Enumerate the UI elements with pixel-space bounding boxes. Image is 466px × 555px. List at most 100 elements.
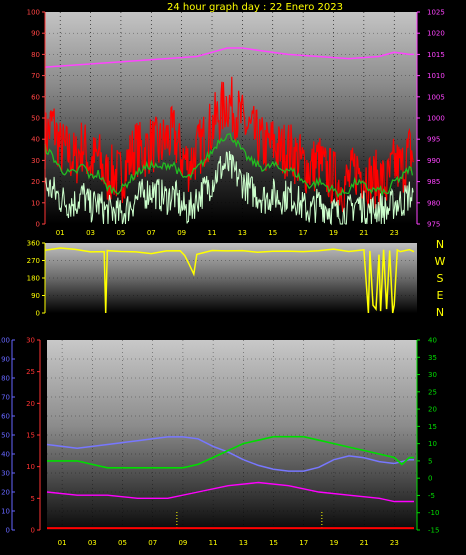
wind-tick-label: 60 (31, 93, 40, 101)
pressure-tick-label: 1000 (427, 115, 445, 123)
compass-label: E (437, 289, 444, 302)
x-tick-label: 17 (299, 229, 308, 237)
wind-tick-label: 50 (31, 115, 40, 123)
rain-tick-label: 20 (26, 400, 35, 408)
x-tick-label: 09 (177, 229, 186, 237)
rain-tick-label: 0 (31, 527, 35, 535)
direction-tick-label: 270 (27, 257, 40, 265)
wind-direction-series (44, 247, 415, 314)
gust-series (44, 76, 414, 213)
temp-tick-label: -15 (428, 527, 439, 535)
wind-tick-label: 70 (31, 72, 40, 80)
pressure-tick-label: 1005 (427, 93, 445, 101)
x-tick-label: 05 (116, 229, 125, 237)
average-wind-series (44, 133, 414, 199)
wind-tick-label: 10 (31, 199, 40, 207)
wind-tick-label: 80 (31, 51, 40, 59)
x-tick-label: 17 (299, 539, 308, 547)
pressure-tick-label: 1015 (427, 51, 445, 59)
humidity-tick-label: 60 (1, 413, 10, 421)
temp-tick-label: 25 (428, 388, 437, 396)
compass-label: W (435, 255, 446, 268)
temp-tick-label: 10 (428, 440, 437, 448)
pressure-series (44, 47, 414, 68)
humidity-tick-label: 50 (1, 432, 10, 440)
humidity-temp-rain-x-axis: 01 03 05 07 09 11 13 15 17 19 21 23 (58, 539, 399, 547)
compass-label: N (436, 306, 444, 319)
x-tick-label: 07 (147, 229, 156, 237)
x-tick-label: 21 (359, 229, 368, 237)
x-tick-label: 23 (390, 229, 399, 237)
compass-label: N (436, 238, 444, 251)
temp-tick-label: 20 (428, 406, 437, 414)
pressure-tick-label: 1025 (427, 9, 445, 17)
pressure-tick-label: 990 (427, 157, 440, 165)
pressure-tick-label: 995 (427, 136, 440, 144)
x-tick-label: 03 (88, 539, 97, 547)
pressure-tick-label: 980 (427, 199, 440, 207)
humidity-tick-label: 90 (1, 356, 10, 364)
humidity-tick-label: 20 (1, 489, 10, 497)
wind-tick-label: 40 (31, 136, 40, 144)
wind-tick-label: 30 (31, 157, 40, 165)
humidity-tick-label: 40 (1, 451, 10, 459)
direction-tick-label: 180 (27, 275, 40, 283)
humidity-tick-label: 70 (1, 394, 10, 402)
temp-tick-label: 15 (428, 423, 437, 431)
temperature-axis: 40 35 30 25 20 15 10 5 0 -5 -10 -15 (417, 337, 439, 535)
pressure-tick-label: 975 (427, 221, 440, 229)
x-tick-label: 11 (209, 539, 218, 547)
x-tick-label: 19 (329, 229, 338, 237)
temp-tick-label: 30 (428, 371, 437, 379)
direction-axis: 360 270 180 90 0 (27, 240, 45, 318)
pressure-tick-label: 1010 (427, 72, 445, 80)
temp-tick-label: 5 (428, 457, 432, 465)
rain-tick-label: 5 (31, 495, 35, 503)
direction-tick-label: 0 (36, 310, 40, 318)
rain-tick-label: 10 (26, 463, 35, 471)
temperature-series (47, 435, 414, 469)
temp-tick-label: 35 (428, 354, 437, 362)
wind-tick-label: 100 (27, 9, 40, 17)
humidity-tick-label: 10 (1, 508, 10, 516)
temp-tick-label: -10 (428, 509, 439, 517)
x-tick-label: 19 (329, 539, 338, 547)
humidity-temp-rain-grid (47, 340, 417, 530)
x-tick-label: 01 (56, 229, 65, 237)
x-tick-label: 15 (268, 229, 277, 237)
wind-direction-series (44, 247, 415, 314)
x-tick-label: 23 (390, 539, 399, 547)
rain-tick-label: 15 (26, 432, 35, 440)
humidity-series (46, 436, 414, 472)
x-tick-label: 11 (208, 229, 217, 237)
wind-speed-series (44, 151, 414, 226)
x-tick-label: 13 (238, 229, 247, 237)
x-tick-label: 13 (239, 539, 248, 547)
wind-pressure-x-axis: 01 03 05 07 09 11 13 15 17 19 21 23 (56, 229, 399, 237)
direction-tick-label: 90 (31, 292, 40, 300)
compass-label: S (437, 272, 444, 285)
pressure-axis: 1025 1020 1015 1010 1005 1000 995 990 985 980 975 (417, 9, 445, 229)
wind-tick-label: 90 (31, 30, 40, 38)
humidity-temp-rain-series (46, 435, 414, 530)
wind-pressure-series (44, 47, 414, 226)
rain-axis: 30 25 20 15 10 5 0 (26, 337, 40, 535)
x-tick-label: 15 (269, 539, 278, 547)
humidity-tick-label: 80 (1, 375, 10, 383)
rain-tick-label: 30 (26, 337, 35, 345)
humidity-tick-label: 100 (0, 337, 10, 345)
humidity-tick-label: 30 (1, 470, 10, 478)
wind-tick-label: 0 (36, 221, 40, 229)
temp-tick-label: 0 (428, 475, 432, 483)
temp-tick-label: -5 (428, 492, 435, 500)
wind-tick-label: 20 (31, 178, 40, 186)
rain-series (46, 481, 414, 503)
chart-title: 24 hour graph day : 22 Enero 2023 (167, 2, 343, 13)
